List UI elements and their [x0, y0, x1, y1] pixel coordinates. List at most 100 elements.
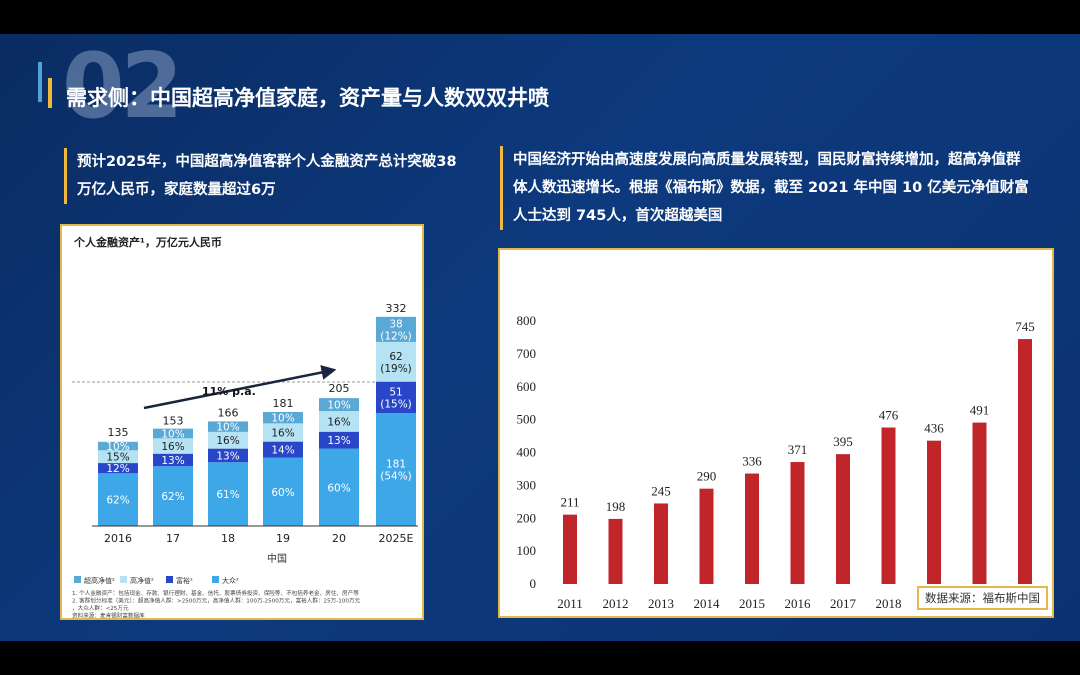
y-tick-label: 500: [517, 412, 537, 427]
y-tick-label: 800: [517, 313, 537, 328]
bar-segment: [263, 457, 303, 526]
bar-total-label: 332: [386, 302, 407, 315]
legend-label: 大众²: [222, 576, 239, 585]
bar: [654, 503, 668, 584]
bar-segment: [376, 316, 416, 342]
segment-label: 16%: [161, 441, 184, 453]
data-label: 336: [742, 454, 762, 469]
segment-label: 16%: [216, 435, 239, 447]
x-tick-label: 2016: [104, 532, 132, 545]
right-description: 中国经济开始由高速度发展向高质量发展转型，国民财富持续增加，超高净值群体人数迅速…: [500, 146, 1033, 230]
x-tick-label: 2025E: [379, 532, 414, 545]
billionaire-chart: 0 100 200 300 400 500 600 700 800 211 2011 198 2012 2…: [517, 313, 1039, 611]
bar-segment: [376, 341, 416, 382]
y-tick-label: 300: [517, 477, 537, 492]
y-tick-label: 600: [517, 379, 537, 394]
legend-swatch: [212, 576, 219, 583]
x-tick-label: 2014: [694, 596, 721, 611]
bar-segment: [263, 411, 303, 424]
x-tick-label: 18: [221, 532, 235, 545]
x-axis-label: 中国: [267, 552, 287, 565]
bar-total-label: 135: [108, 426, 129, 439]
bar-segment: [263, 441, 303, 458]
footnote: 资料来源：麦肯锡财富数据库: [72, 612, 145, 619]
y-tick-label: 400: [517, 445, 537, 460]
data-label: 491: [970, 403, 990, 418]
billionaire-chart-panel: 0 100 200 300 400 500 600 700 800 211 2011 198 2012 2…: [498, 248, 1054, 618]
segment-label: 62%: [161, 491, 184, 503]
x-tick-label: 2017: [830, 596, 857, 611]
footnote: 1. 个人金融资产：包括现金、存款、银行理财、基金、信托、股票债券投资、保险等、…: [72, 589, 359, 597]
x-tick-label: 17: [166, 532, 180, 545]
y-tick-label: 200: [517, 510, 537, 525]
x-tick-label: 19: [276, 532, 290, 545]
y-tick-label: 0: [530, 576, 537, 591]
bar: [927, 440, 941, 584]
segment-label: 13%: [327, 435, 350, 447]
data-label: 290: [697, 469, 717, 484]
segment-label: 51: [389, 386, 402, 398]
bar: [881, 427, 896, 584]
data-label: 395: [833, 434, 853, 449]
bar-segment: [263, 423, 303, 442]
bar-segment: [208, 448, 248, 463]
segment-label: 10%: [161, 428, 184, 440]
bar-segment: [153, 453, 193, 467]
segment-label: 16%: [271, 427, 294, 439]
bar-segment: [153, 438, 193, 454]
bar: [563, 514, 577, 584]
legend-swatch: [74, 576, 81, 583]
legend-label: 超高净值²: [84, 576, 115, 585]
growth-label: 11% p.a.: [202, 385, 256, 398]
slide: 02 需求侧：中国超高净值家庭，资产量与人数双双井喷 预计2025年，中国超高净…: [0, 34, 1080, 641]
bar-total-label: 153: [163, 415, 184, 428]
segment-label: 60%: [271, 487, 294, 499]
segment-label: 16%: [327, 416, 350, 428]
y-tick-label: 100: [517, 543, 537, 558]
footnote: 2. 客群划分标准（美元）：超高净值人群：>2500万元，高净值人群：100万-…: [72, 597, 361, 605]
segment-label: 181: [386, 459, 406, 471]
legend-label: 富裕²: [176, 576, 193, 585]
growth-arrow: [143, 365, 337, 410]
segment-label: 60%: [327, 482, 350, 494]
legend-swatch: [120, 576, 127, 583]
bar: [699, 488, 714, 584]
bar-segment: [376, 413, 416, 526]
segment-label: (19%): [380, 363, 412, 375]
bar-segment: [319, 448, 359, 526]
data-label: 436: [924, 421, 944, 436]
bar-total-label: 181: [273, 397, 294, 410]
segment-label: 10%: [216, 422, 239, 434]
bar: [1018, 339, 1032, 584]
bar-segment: [319, 411, 359, 432]
bar-segment: [208, 431, 248, 449]
segment-label: (12%): [380, 330, 412, 342]
bar-segment: [98, 463, 138, 474]
bar: [608, 518, 623, 584]
title-accent-bar: [38, 62, 42, 102]
bar-segment: [98, 473, 138, 526]
segment-label: (15%): [380, 398, 412, 410]
left-description: 预计2025年，中国超高净值客群个人金融资产总计突破38万亿人民币，家庭数量超过…: [64, 148, 467, 204]
bar-segment: [98, 450, 138, 464]
data-source-box: 数据来源：福布斯中国: [917, 586, 1048, 610]
title-accent-bar-yellow: [48, 78, 52, 108]
segment-label: 10%: [271, 413, 294, 425]
data-label: 198: [606, 499, 626, 514]
segment-label: 38: [389, 318, 402, 330]
segment-label: 13%: [161, 455, 184, 467]
bar: [972, 422, 987, 584]
x-tick-label: 20: [332, 532, 346, 545]
x-tick-label: 2013: [648, 596, 674, 611]
segment-label: 62%: [106, 495, 129, 507]
segment-label: 12%: [106, 463, 129, 475]
data-label: 476: [879, 408, 899, 423]
x-tick-label: 2018: [876, 596, 902, 611]
x-tick-label: 2011: [557, 596, 583, 611]
legend-label: 高净值²: [130, 576, 154, 585]
x-tick-label: 2012: [603, 596, 629, 611]
bar: [836, 454, 850, 584]
segment-label: 61%: [216, 489, 239, 501]
y-tick-label: 700: [517, 346, 537, 361]
